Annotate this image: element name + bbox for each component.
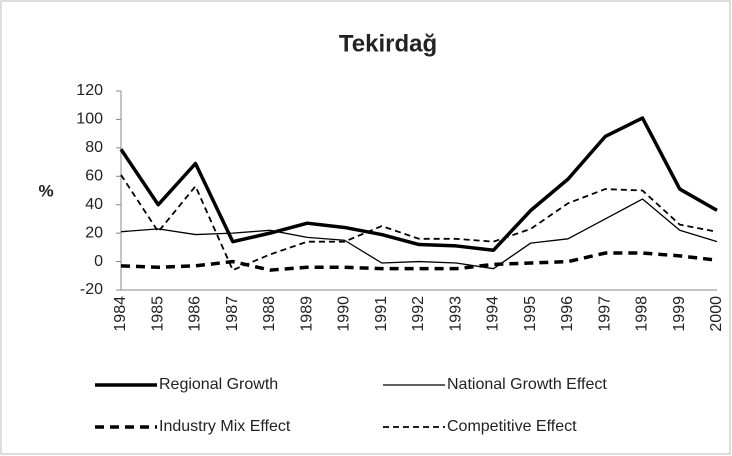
y-tick-label: -20: [80, 281, 103, 298]
y-tick-label: 120: [76, 82, 103, 99]
series-line: [120, 174, 718, 271]
x-tick-label: 1984: [112, 296, 129, 332]
x-tick-label: 1998: [634, 296, 651, 332]
series-line: [120, 198, 718, 270]
y-tick-label: 40: [85, 196, 103, 213]
legend-label: Competitive Effect: [447, 418, 577, 435]
x-tick-label: 1986: [187, 296, 204, 332]
y-tick-label: 60: [85, 168, 103, 185]
x-tick-label: 1996: [559, 296, 576, 332]
series-line: [119, 116, 718, 252]
x-tick-label: 2000: [708, 296, 725, 332]
x-tick-label: 1994: [485, 296, 502, 332]
x-tick-label: 1997: [596, 296, 613, 332]
legend-label: National Growth Effect: [447, 376, 607, 393]
x-tick-label: 1999: [671, 296, 688, 332]
x-tick-label: 1992: [410, 296, 427, 332]
x-tick-label: 1990: [336, 296, 353, 332]
x-tick-label: 1991: [373, 296, 390, 332]
y-tick-label: 0: [94, 253, 103, 270]
x-tick-label: 1993: [447, 296, 464, 332]
chart-title: Tekirdağ: [339, 30, 437, 57]
series-line: [120, 251, 718, 272]
y-axis-label: %: [38, 181, 53, 200]
y-tick-label: 20: [85, 224, 103, 241]
x-tick-label: 1995: [522, 296, 539, 332]
y-tick-label: 80: [85, 139, 103, 156]
x-tick-label: 1987: [224, 296, 241, 332]
legend-label: Regional Growth: [159, 376, 278, 393]
x-tick-label: 1985: [149, 296, 166, 332]
x-tick-label: 1988: [261, 296, 278, 332]
legend-label: Industry Mix Effect: [159, 418, 291, 435]
x-tick-label: 1989: [298, 296, 315, 332]
y-tick-label: 100: [76, 111, 103, 128]
